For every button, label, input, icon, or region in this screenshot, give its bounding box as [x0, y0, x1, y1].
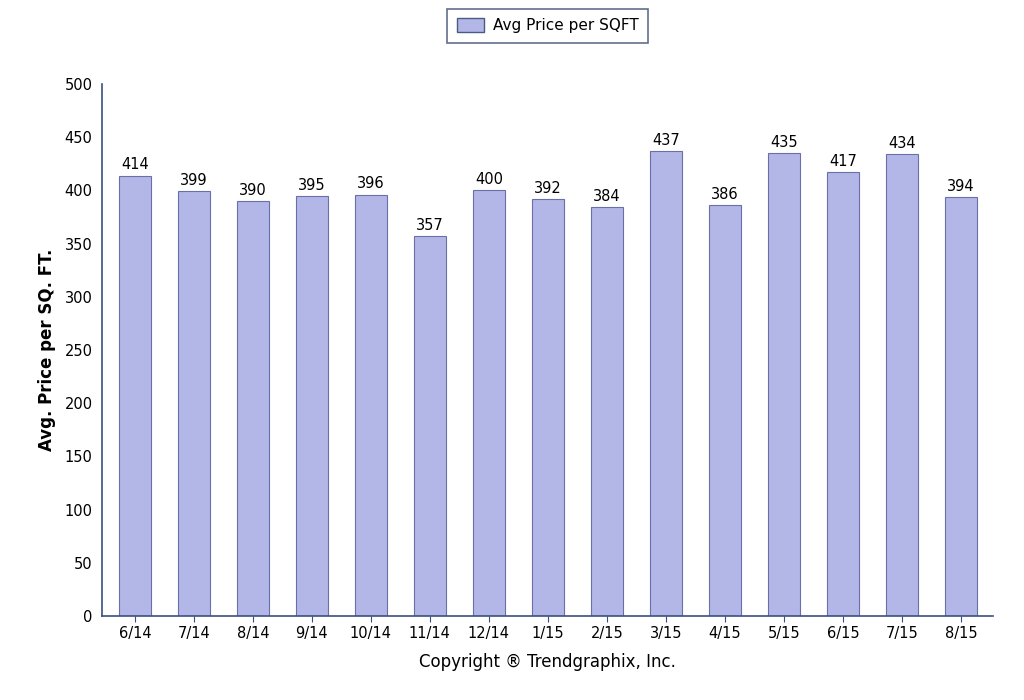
- Bar: [237, 201, 269, 616]
- Bar: [354, 195, 387, 616]
- Text: 399: 399: [180, 174, 208, 188]
- Text: 396: 396: [357, 176, 385, 192]
- Text: 400: 400: [475, 172, 503, 187]
- Bar: [709, 205, 741, 616]
- Bar: [768, 153, 800, 616]
- Text: 394: 394: [947, 178, 975, 194]
- Bar: [119, 176, 152, 616]
- Bar: [886, 154, 919, 616]
- Bar: [531, 199, 564, 616]
- Legend: Avg Price per SQFT: Avg Price per SQFT: [447, 9, 648, 43]
- Text: 392: 392: [534, 181, 562, 196]
- Text: 384: 384: [593, 189, 621, 204]
- Text: 434: 434: [888, 136, 915, 151]
- Text: 437: 437: [652, 133, 680, 148]
- Text: 435: 435: [770, 135, 798, 150]
- Text: 390: 390: [239, 183, 266, 198]
- Text: 395: 395: [298, 178, 326, 193]
- Bar: [177, 192, 210, 616]
- Bar: [944, 197, 977, 616]
- Bar: [473, 190, 505, 616]
- Text: 386: 386: [711, 187, 738, 202]
- Bar: [414, 236, 446, 616]
- Bar: [826, 172, 859, 616]
- Bar: [649, 151, 682, 616]
- Bar: [296, 196, 328, 616]
- Bar: [591, 207, 623, 616]
- Text: 357: 357: [416, 218, 443, 233]
- Text: 417: 417: [828, 154, 857, 169]
- Text: 414: 414: [121, 158, 148, 172]
- X-axis label: Copyright ® Trendgraphix, Inc.: Copyright ® Trendgraphix, Inc.: [420, 652, 676, 671]
- Y-axis label: Avg. Price per SQ. FT.: Avg. Price per SQ. FT.: [38, 248, 56, 452]
